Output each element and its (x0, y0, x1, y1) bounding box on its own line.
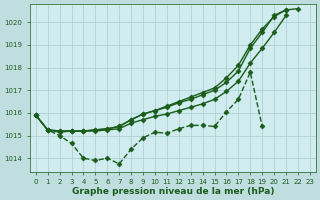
X-axis label: Graphe pression niveau de la mer (hPa): Graphe pression niveau de la mer (hPa) (72, 187, 274, 196)
